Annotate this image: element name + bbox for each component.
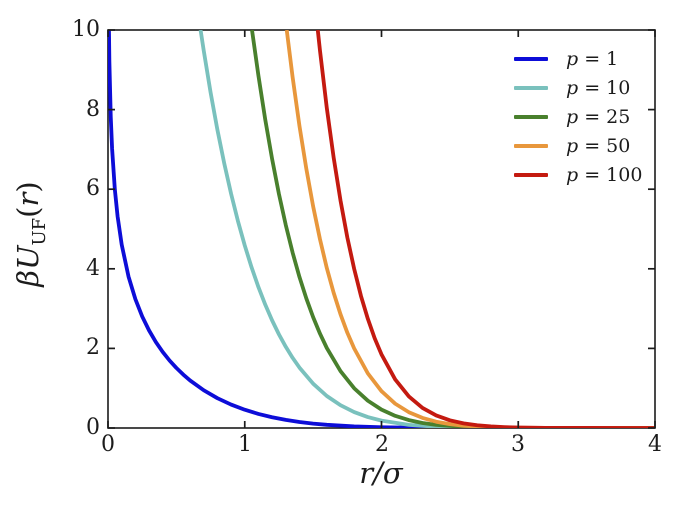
y-axis-label-prefix: βU [11, 245, 45, 287]
legend-label: p = 100 [566, 164, 642, 186]
legend-swatch [514, 172, 548, 177]
legend-label: p = 50 [566, 135, 630, 157]
y-tick-label: 4 [86, 256, 100, 281]
x-axis-label: r/σ [359, 456, 403, 490]
x-tick-label: 0 [101, 432, 115, 457]
legend-label-var: p [566, 76, 579, 99]
curve-p-1 [108, 30, 655, 428]
legend-label-value: = 10 [584, 76, 631, 99]
legend: p = 1 p = 10 p = 25 p = 50 p = 100 [514, 44, 664, 189]
x-tick-label: 3 [511, 432, 525, 457]
y-tick-label: 10 [72, 17, 100, 42]
x-tick-label: 4 [648, 432, 662, 457]
legend-swatch [514, 85, 548, 90]
legend-label-value: = 25 [584, 105, 631, 128]
legend-label-value: = 50 [584, 134, 631, 157]
legend-label-var: p [566, 134, 579, 157]
y-tick-label: 6 [86, 176, 100, 201]
x-tick-label: 1 [238, 432, 252, 457]
y-axis-label-var: r [11, 192, 45, 207]
legend-label-value: = 100 [584, 163, 643, 186]
y-tick-label: 2 [86, 335, 100, 360]
legend-item: p = 100 [514, 160, 664, 189]
legend-swatch [514, 56, 548, 61]
y-tick-label: 0 [86, 415, 100, 440]
y-axis-label: βUUF(r) [11, 134, 55, 334]
legend-label: p = 10 [566, 77, 630, 99]
legend-item: p = 25 [514, 102, 664, 131]
legend-item: p = 50 [514, 131, 664, 160]
y-tick-label: 8 [86, 97, 100, 122]
legend-label-var: p [566, 163, 579, 186]
curve-p-100 [315, 30, 655, 428]
legend-label-var: p [566, 47, 579, 70]
legend-label: p = 25 [566, 106, 630, 128]
legend-label-value: = 1 [584, 47, 619, 70]
ticks-group [107, 29, 656, 429]
legend-item: p = 10 [514, 73, 664, 102]
legend-label: p = 1 [566, 48, 618, 70]
legend-item: p = 1 [514, 44, 664, 73]
legend-label-var: p [566, 105, 579, 128]
curves-group [108, 30, 655, 428]
legend-swatch [514, 114, 548, 119]
y-axis-label-subscript: UF [28, 217, 50, 246]
x-tick-label: 2 [375, 432, 389, 457]
y-axis-label-close-paren: ) [11, 181, 45, 193]
legend-swatch [514, 143, 548, 148]
y-axis-label-open-paren: ( [11, 206, 45, 218]
